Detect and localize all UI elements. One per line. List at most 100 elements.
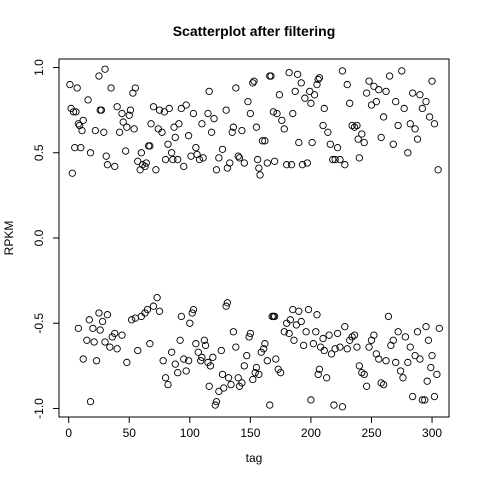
- data-point: [218, 370, 227, 379]
- data-point: [434, 166, 442, 174]
- data-point: [201, 341, 210, 350]
- data-point: [79, 355, 87, 363]
- data-point: [146, 340, 154, 348]
- data-point: [143, 305, 152, 314]
- data-point: [370, 331, 378, 339]
- data-point: [211, 401, 219, 409]
- data-point: [323, 374, 331, 382]
- data-point: [319, 121, 327, 130]
- data-point: [302, 328, 310, 336]
- data-point: [293, 70, 302, 78]
- data-point: [252, 123, 261, 131]
- y-tick-label: 0.5: [32, 144, 46, 161]
- data-point: [250, 77, 258, 85]
- data-point: [379, 380, 388, 389]
- data-point: [413, 328, 422, 336]
- data-point: [171, 360, 179, 368]
- data-point: [227, 380, 235, 389]
- data-point: [263, 159, 271, 167]
- data-point: [306, 87, 314, 96]
- data-point: [167, 348, 176, 356]
- data-point: [425, 113, 434, 121]
- data-point: [301, 94, 309, 102]
- data-point: [91, 126, 99, 135]
- data-point: [289, 305, 297, 314]
- data-point: [98, 317, 107, 326]
- x-tick-label: 300: [422, 426, 442, 440]
- data-point: [118, 109, 126, 118]
- data-point: [126, 106, 135, 114]
- x-tick-label: 200: [301, 426, 321, 440]
- data-point: [184, 357, 193, 365]
- data-point: [416, 355, 424, 363]
- data-point: [372, 97, 380, 106]
- data-point: [192, 340, 200, 348]
- data-point: [348, 121, 356, 130]
- data-point: [430, 120, 439, 128]
- data-point: [427, 363, 435, 372]
- data-point: [382, 357, 390, 365]
- data-point: [152, 166, 160, 174]
- data-point: [137, 312, 146, 321]
- data-point: [355, 362, 364, 370]
- data-point: [209, 353, 217, 361]
- data-point: [270, 157, 279, 165]
- data-point: [174, 369, 182, 377]
- data-point: [97, 106, 106, 114]
- data-point: [74, 120, 83, 128]
- data-point: [184, 132, 193, 140]
- data-point: [430, 392, 439, 401]
- data-point: [275, 91, 284, 99]
- data-point: [365, 343, 373, 351]
- data-point: [362, 382, 371, 390]
- data-point: [312, 328, 320, 336]
- data-point: [245, 333, 253, 341]
- data-point: [329, 155, 337, 164]
- data-point: [86, 149, 95, 157]
- data-point: [131, 84, 139, 92]
- data-point: [423, 377, 431, 385]
- data-point: [261, 137, 269, 145]
- data-point: [298, 161, 307, 169]
- data-point: [428, 351, 436, 360]
- data-point: [164, 140, 172, 148]
- data-point: [404, 358, 412, 367]
- data-point: [72, 108, 80, 116]
- data-point: [385, 72, 394, 80]
- data-point: [326, 140, 334, 148]
- data-point: [238, 126, 246, 135]
- data-point: [229, 123, 238, 131]
- data-point: [111, 329, 119, 338]
- data-point: [358, 369, 366, 377]
- data-point: [232, 84, 240, 92]
- data-point: [118, 331, 126, 339]
- data-point: [113, 345, 121, 353]
- data-point: [396, 367, 405, 375]
- data-point: [161, 155, 170, 164]
- x-axis: 0 50 100 150 200 250 300: [65, 417, 442, 440]
- data-point: [134, 346, 142, 355]
- data-point: [338, 403, 347, 411]
- data-point: [222, 106, 230, 114]
- data-point: [261, 340, 269, 348]
- data-point: [256, 171, 264, 179]
- data-point: [228, 128, 236, 136]
- data-point: [249, 79, 257, 87]
- data-point: [289, 109, 297, 118]
- data-point: [220, 384, 228, 392]
- data-point: [123, 123, 131, 131]
- data-point: [375, 355, 383, 363]
- data-point: [413, 135, 422, 143]
- data-point: [128, 316, 136, 324]
- data-point: [153, 294, 161, 302]
- data-point: [155, 106, 164, 114]
- data-point: [330, 401, 338, 409]
- data-point: [103, 311, 112, 319]
- data-point: [338, 67, 347, 75]
- data-point: [411, 351, 419, 360]
- data-point: [276, 369, 285, 377]
- x-tick-label: 0: [65, 426, 72, 440]
- data-point: [238, 379, 246, 387]
- data-point: [320, 346, 328, 355]
- data-point: [411, 125, 419, 133]
